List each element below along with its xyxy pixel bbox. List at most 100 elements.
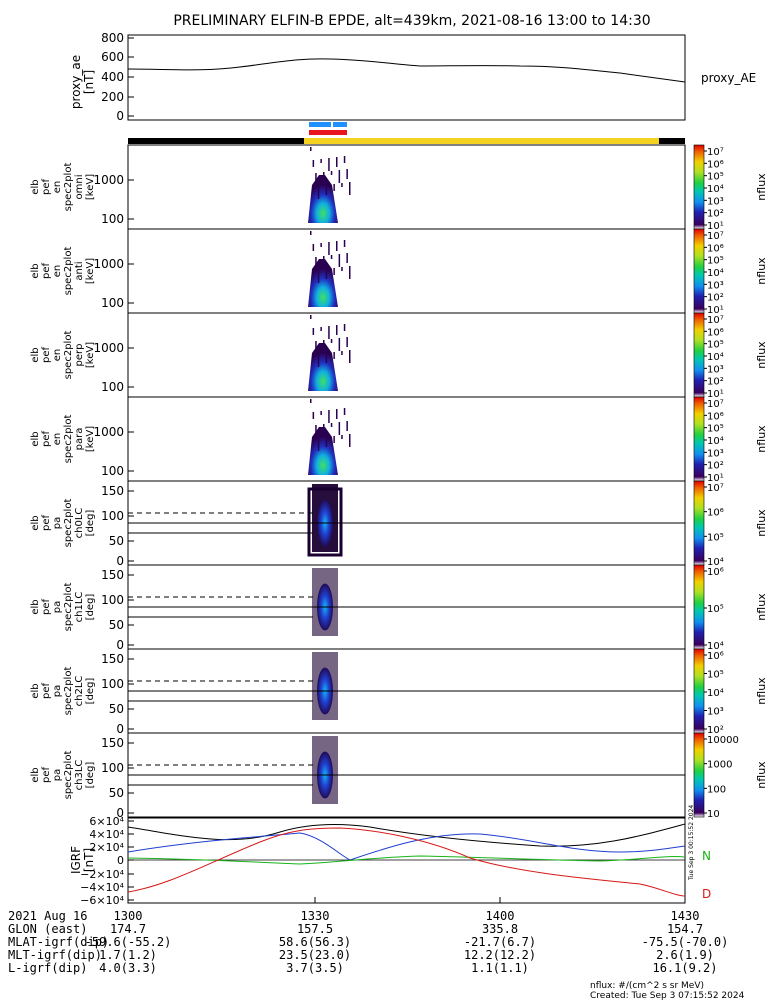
proxy-ae-tick-label: 200 bbox=[101, 90, 124, 104]
colorbar-tick-label: 10⁷ bbox=[707, 231, 724, 242]
flux-streak bbox=[310, 231, 312, 235]
colorbar-tick-label: 10¹ bbox=[707, 221, 724, 232]
colorbar-tick-label: 10⁶ bbox=[707, 411, 724, 422]
y-tick-label: 0 bbox=[116, 722, 124, 736]
figure-title: PRELIMINARY ELFIN-B EPDE, alt=439km, 202… bbox=[173, 13, 650, 29]
colorbar-tick-label: 10⁶ bbox=[707, 243, 724, 254]
igrf-tick-label: 0 bbox=[117, 854, 124, 867]
flux-blob bbox=[308, 343, 338, 391]
colorbar-label: nflux bbox=[755, 509, 768, 537]
ephemeris-value: 174.7 bbox=[110, 922, 146, 936]
pitch-angle-spectrogram-panel: 150 100 50 0 elb pef pa spec2plot ch0LC [deg] 10⁷ 1… bbox=[30, 480, 768, 568]
flux-blob bbox=[308, 259, 338, 307]
colorbar-tick-label: 10¹ bbox=[707, 389, 724, 400]
y-tick-label: 1000 bbox=[93, 341, 124, 355]
proxy-ae-tick-label: 0 bbox=[116, 109, 124, 123]
panel-ylabel-line: [keV] bbox=[85, 174, 96, 200]
igrf-tick-label: 4×10⁴ bbox=[89, 828, 124, 841]
y-tick-label: 50 bbox=[109, 702, 124, 716]
colorbar bbox=[693, 228, 705, 314]
flux-streak bbox=[315, 173, 317, 183]
colorbar-tick-label: 10⁷ bbox=[707, 399, 724, 410]
flux-streak bbox=[346, 337, 348, 347]
ephemeris-value: 12.2(12.2) bbox=[464, 948, 536, 962]
igrf-tick-label: −2×10⁴ bbox=[80, 868, 124, 881]
flux-streak bbox=[333, 352, 335, 359]
flux-streak bbox=[312, 328, 315, 335]
colorbar-tick-label: 10⁴ bbox=[707, 184, 724, 195]
panel-ylabel-line: en bbox=[52, 181, 63, 194]
igrf-blue-line bbox=[127, 832, 686, 861]
flux-streak bbox=[315, 341, 317, 351]
colorbar-tick-label: 10¹ bbox=[707, 305, 724, 316]
colorbar bbox=[693, 396, 705, 482]
flux-streak bbox=[325, 185, 328, 195]
colorbar-label: nflux bbox=[755, 257, 768, 285]
flux-streak bbox=[312, 160, 315, 167]
y-tick-label: 1000 bbox=[93, 257, 124, 271]
panel-ylabel-line: anti bbox=[74, 261, 85, 280]
flux-streak bbox=[330, 339, 333, 343]
igrf-side-text: Tue Sep 3 00:15:52 2024 bbox=[688, 805, 695, 881]
panel-ylabel-line: spec2plot bbox=[63, 751, 74, 800]
panel-ylabel-line: spec2plot bbox=[63, 667, 74, 716]
y-tick-label: 50 bbox=[109, 534, 124, 548]
y-tick-label: 150 bbox=[101, 484, 124, 498]
panel-ylabel-line: spec2plot bbox=[63, 415, 74, 464]
colorbar-label: nflux bbox=[755, 341, 768, 369]
colorbar-tick-label: 10⁷ bbox=[707, 147, 724, 158]
flux-streak bbox=[346, 253, 348, 263]
ephemeris-row-label: MLT-igrf(dip) bbox=[8, 948, 102, 962]
ephemeris-value: 335.8 bbox=[482, 922, 518, 936]
colorbar bbox=[693, 480, 705, 566]
flux-streak bbox=[341, 351, 343, 355]
ephemeris-row-label: L-igrf(dip) bbox=[8, 961, 87, 975]
panel-ylabel-line: spec2plot bbox=[63, 583, 74, 632]
colorbar-tick-label: 10⁵ bbox=[707, 532, 724, 543]
colorbar-label: nflux bbox=[755, 677, 768, 705]
colorbar-tick-label: 10⁴ bbox=[707, 641, 724, 652]
panel-ylabel-line: [keV] bbox=[85, 342, 96, 368]
igrf-legend-d: D bbox=[702, 887, 711, 901]
blue-bar-2 bbox=[333, 122, 347, 127]
ephemeris-footer: 2021 Aug 16 1300 1330 1400 1430 GLON (east)… bbox=[8, 897, 745, 1000]
panel-ylabel-line: pef bbox=[41, 599, 52, 616]
flux-streak bbox=[323, 340, 325, 347]
flux-streak bbox=[320, 159, 322, 163]
time-tick-label: 1300 bbox=[114, 909, 143, 923]
y-tick-label: 100 bbox=[101, 212, 124, 226]
panel-ylabel-line: elb bbox=[30, 431, 41, 446]
proxy-ae-tick-label: 600 bbox=[101, 50, 124, 64]
panel-ylabel-line: pa bbox=[52, 769, 63, 781]
colorbar-tick-label: 10⁵ bbox=[707, 424, 724, 435]
ephemeris-rows: GLON (east) 174.7 157.5 335.8 154.7 MLAT-igrf… bbox=[8, 922, 728, 975]
ephemeris-value: -59.6(-55.2) bbox=[85, 935, 172, 949]
panel-ylabel-line: ch0LC bbox=[74, 508, 85, 539]
footer-date: 2021 Aug 16 bbox=[8, 909, 87, 923]
ephemeris-value: 2.6(1.9) bbox=[656, 948, 714, 962]
colorbar-tick-label: 10⁴ bbox=[707, 268, 724, 279]
panel-ylabel-line: elb bbox=[30, 515, 41, 530]
ephemeris-value: 154.7 bbox=[667, 922, 703, 936]
panel-ylabel-line: ch1LC bbox=[74, 592, 85, 623]
colorbar-tick-label: 10⁷ bbox=[707, 483, 724, 494]
flux-streak bbox=[317, 438, 320, 451]
ephemeris-value: -21.7(6.7) bbox=[464, 935, 536, 949]
time-axis-labels: 1300 1330 1400 1430 bbox=[114, 897, 699, 923]
colorbar-tick-label: 10² bbox=[707, 209, 724, 220]
colorbar-tick-label: 10³ bbox=[707, 196, 724, 207]
y-tick-label: 100 bbox=[101, 761, 124, 775]
y-tick-label: 50 bbox=[109, 786, 124, 800]
colorbar-tick-label: 10³ bbox=[707, 448, 724, 459]
flux-streak bbox=[328, 158, 330, 171]
ephemeris-value: 1.7(1.2) bbox=[99, 948, 157, 962]
flux-streak bbox=[315, 257, 317, 267]
flux-streak bbox=[312, 412, 315, 419]
panel-ylabel-line: ch2LC bbox=[74, 676, 85, 707]
y-tick-label: 100 bbox=[101, 380, 124, 394]
y-tick-label: 1000 bbox=[93, 425, 124, 439]
flux-streak bbox=[312, 244, 315, 251]
flux-halo bbox=[307, 487, 343, 557]
flux-streak bbox=[325, 353, 328, 363]
panel-ylabel-line: spec2plot bbox=[63, 247, 74, 296]
